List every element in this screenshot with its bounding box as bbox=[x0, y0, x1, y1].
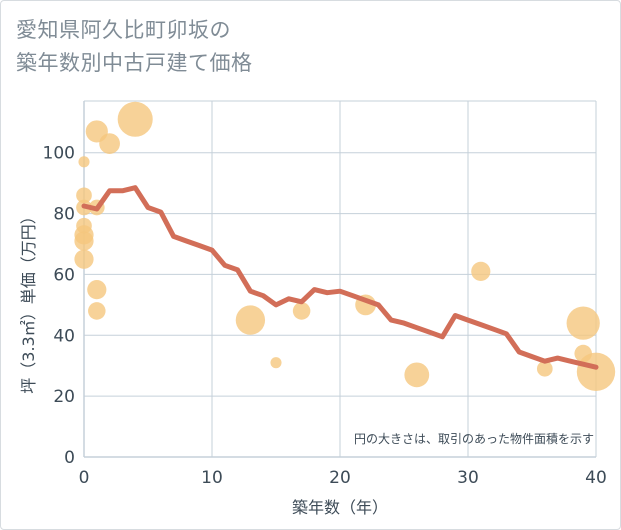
bubble-point bbox=[471, 261, 491, 281]
bubble-point bbox=[117, 101, 153, 137]
bubble-point bbox=[76, 187, 92, 204]
line-layer bbox=[81, 185, 599, 370]
bubble-layer bbox=[74, 101, 616, 392]
bubble-point bbox=[270, 357, 282, 369]
bubble-point bbox=[404, 362, 430, 388]
x-tick-label: 40 bbox=[585, 468, 607, 488]
y-tick-label: 0 bbox=[64, 448, 75, 468]
x-tick-label: 0 bbox=[79, 468, 90, 488]
bubble-point bbox=[536, 360, 553, 377]
bubble-point bbox=[576, 352, 616, 392]
x-tick-label: 10 bbox=[201, 468, 223, 488]
bubble-point bbox=[78, 156, 90, 168]
bubble-point bbox=[88, 302, 106, 320]
chart-title-line1: 愛知県阿久比町卯坂の bbox=[16, 18, 231, 42]
grid bbox=[83, 100, 597, 458]
bubble-point bbox=[292, 302, 311, 320]
y-tick-label: 80 bbox=[53, 205, 75, 225]
x-tick-label: 20 bbox=[329, 468, 351, 488]
tick-labels: 0 20 40 60 80 100 0 10 20 30 40 bbox=[43, 144, 607, 488]
x-axis-label: 築年数（年） bbox=[292, 498, 388, 517]
y-tick-label: 100 bbox=[43, 144, 75, 164]
chart-note: 円の大きさは、取引のあった物件面積を示す bbox=[354, 431, 594, 446]
chart-title: 愛知県阿久比町卯坂の 築年数別中古戸建て価格 bbox=[16, 14, 253, 80]
y-axis-label: 坪（3.3㎡）単価（万円） bbox=[19, 208, 38, 393]
bubble-point bbox=[74, 231, 94, 251]
average-price-line bbox=[81, 185, 599, 370]
chart-title-line2: 築年数別中古戸建て価格 bbox=[16, 51, 253, 75]
y-tick-label: 20 bbox=[53, 387, 75, 407]
bubble-point bbox=[99, 133, 120, 154]
bubble-point bbox=[74, 249, 94, 269]
bubble-point bbox=[235, 305, 266, 335]
y-tick-label: 60 bbox=[53, 265, 75, 285]
bubble-point bbox=[87, 280, 107, 300]
bubble-point bbox=[566, 306, 600, 340]
x-tick-label: 30 bbox=[457, 468, 479, 488]
y-tick-label: 40 bbox=[53, 326, 75, 346]
